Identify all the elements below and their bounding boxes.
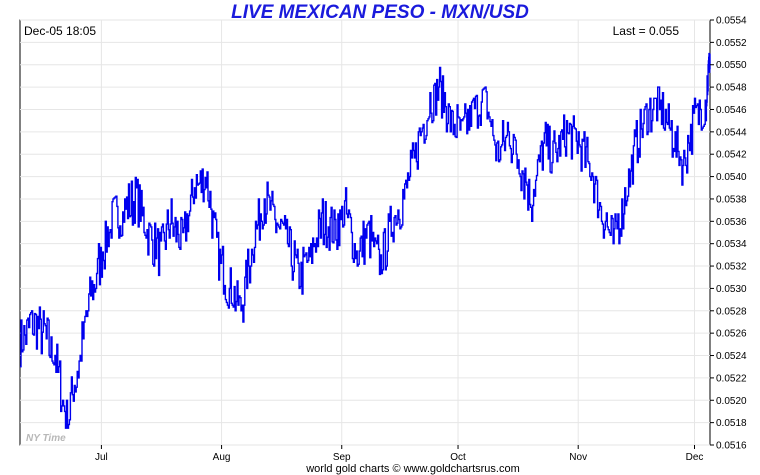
y-tick-label: 0.0518 <box>716 418 747 429</box>
x-axis: Jul Aug Sep Oct Nov Dec <box>95 445 703 463</box>
y-tick-label: 0.0542 <box>716 150 747 161</box>
last-value-label: Last = 0.055 <box>613 24 680 38</box>
y-tick-label: 0.0554 <box>716 16 747 27</box>
y-tick-label: 0.0526 <box>716 329 747 340</box>
y-tick-label: 0.0532 <box>716 262 747 273</box>
y-tick-label: 0.0516 <box>716 441 747 452</box>
x-tick-label: Aug <box>213 452 231 463</box>
chart-title: LIVE MEXICAN PESO - MXN/USD <box>231 2 529 23</box>
y-axis: 0.0516 0.0518 0.0520 0.0522 0.0524 0.0526 0.05… <box>710 16 747 452</box>
timezone-label: NY Time <box>26 433 66 444</box>
timestamp-label: Dec-05 18:05 <box>24 24 96 38</box>
y-tick-label: 0.0550 <box>716 60 747 71</box>
series-line <box>20 52 711 429</box>
y-tick-label: 0.0548 <box>716 83 747 94</box>
x-tick-label: Dec <box>686 452 704 463</box>
y-tick-label: 0.0544 <box>716 127 747 138</box>
y-tick-label: 0.0546 <box>716 105 747 116</box>
y-tick-label: 0.0524 <box>716 351 747 362</box>
series-layer <box>20 52 711 429</box>
grid <box>20 19 710 446</box>
y-tick-label: 0.0552 <box>716 38 747 49</box>
y-tick-label: 0.0528 <box>716 306 747 317</box>
x-tick-label: Jul <box>95 452 108 463</box>
y-tick-label: 0.0520 <box>716 396 747 407</box>
y-tick-label: 0.0534 <box>716 239 747 250</box>
credit-label: world gold charts © www.goldchartsrus.co… <box>305 463 520 475</box>
y-tick-label: 0.0538 <box>716 194 747 205</box>
x-tick-label: Nov <box>569 452 587 463</box>
x-tick-label: Oct <box>450 452 466 463</box>
y-tick-label: 0.0540 <box>716 172 747 183</box>
y-tick-label: 0.0536 <box>716 217 747 228</box>
y-tick-label: 0.0522 <box>716 373 747 384</box>
x-tick-label: Sep <box>333 452 351 463</box>
y-tick-label: 0.0530 <box>716 284 747 295</box>
